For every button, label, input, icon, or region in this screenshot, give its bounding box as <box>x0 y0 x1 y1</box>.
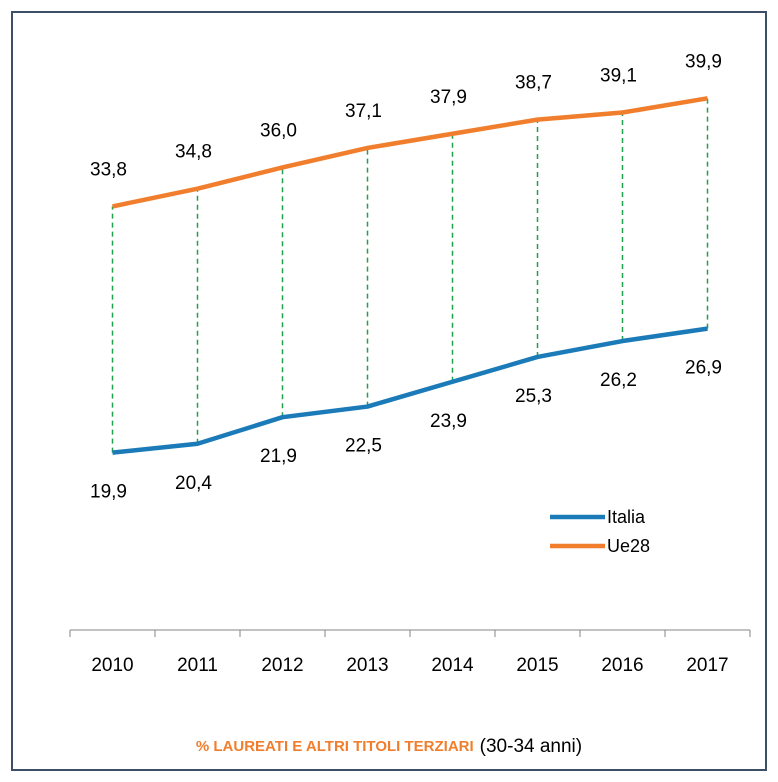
chart-title: % LAUREATI E ALTRI TITOLI TERZIARI <box>196 738 474 755</box>
data-label: 22,5 <box>345 436 382 457</box>
legend-label: Italia <box>607 507 646 527</box>
data-label: 36,0 <box>260 120 297 141</box>
data-label: 39,9 <box>685 51 722 72</box>
data-label: 20,4 <box>175 473 212 494</box>
x-tick-label: 2016 <box>601 655 643 676</box>
data-label: 38,7 <box>515 73 552 94</box>
x-tick-label: 2010 <box>91 655 133 676</box>
data-label: 33,8 <box>90 159 127 180</box>
data-label: 26,2 <box>600 370 637 391</box>
x-tick-label: 2012 <box>261 655 303 676</box>
data-label: 26,9 <box>685 358 722 379</box>
chart-subtitle: (30-34 anni) <box>480 736 582 757</box>
data-label: 25,3 <box>515 386 552 407</box>
x-tick-label: 2015 <box>516 655 558 676</box>
data-label: 39,1 <box>600 66 637 87</box>
data-label: 34,8 <box>175 142 212 163</box>
x-tick-label: 2011 <box>177 655 218 676</box>
chart-title-group: % LAUREATI E ALTRI TITOLI TERZIARI (30-34… <box>196 736 582 757</box>
data-label: 37,9 <box>430 87 467 108</box>
data-label: 19,9 <box>90 482 127 503</box>
x-tick-label: 2014 <box>431 655 474 676</box>
x-tick-label: 2017 <box>686 655 728 676</box>
chart-border <box>11 11 767 771</box>
x-tick-label: 2013 <box>346 655 388 676</box>
data-label: 37,1 <box>345 101 382 122</box>
series-line <box>112 326 708 455</box>
series-line <box>112 96 708 209</box>
data-label: 23,9 <box>430 411 467 432</box>
data-label: 21,9 <box>260 446 297 467</box>
legend-label: Ue28 <box>607 536 650 556</box>
